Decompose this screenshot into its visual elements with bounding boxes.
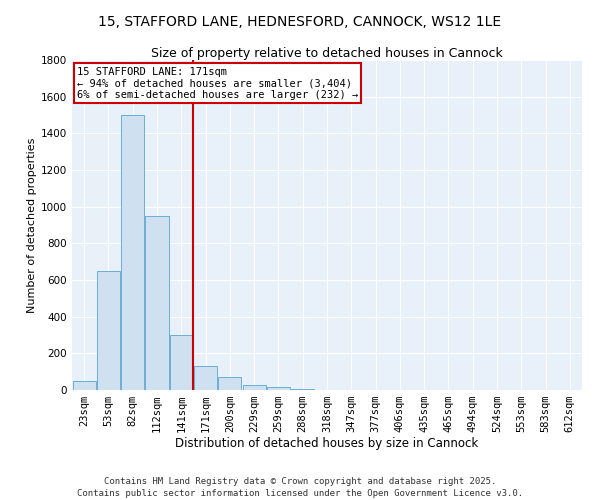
Bar: [97, 271, 120, 390]
Bar: [242, 386, 266, 390]
Bar: [267, 387, 290, 390]
Text: Contains HM Land Registry data © Crown copyright and database right 2025.
Contai: Contains HM Land Registry data © Crown c…: [77, 476, 523, 498]
Bar: [170, 335, 193, 390]
Bar: [121, 115, 144, 390]
Title: Size of property relative to detached houses in Cannock: Size of property relative to detached ho…: [151, 47, 503, 60]
Bar: [194, 366, 217, 390]
Y-axis label: Number of detached properties: Number of detached properties: [27, 138, 37, 312]
Text: 15, STAFFORD LANE, HEDNESFORD, CANNOCK, WS12 1LE: 15, STAFFORD LANE, HEDNESFORD, CANNOCK, …: [98, 15, 502, 29]
Bar: [73, 381, 95, 390]
Text: 15 STAFFORD LANE: 171sqm
← 94% of detached houses are smaller (3,404)
6% of semi: 15 STAFFORD LANE: 171sqm ← 94% of detach…: [77, 66, 358, 100]
Bar: [145, 216, 169, 390]
Bar: [218, 377, 241, 390]
Bar: [291, 389, 314, 390]
X-axis label: Distribution of detached houses by size in Cannock: Distribution of detached houses by size …: [175, 436, 479, 450]
